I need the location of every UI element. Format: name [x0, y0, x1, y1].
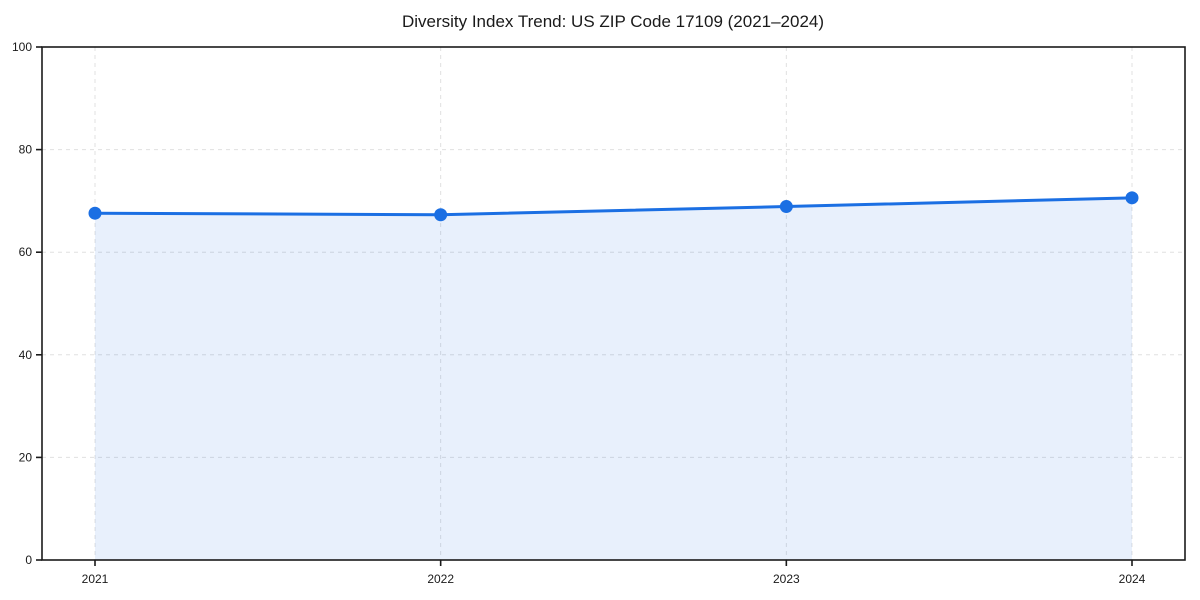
- chart-plot: 0 20 40 60 80 100 2021 2022 2023 2024: [12, 40, 1186, 586]
- x-tick-label-2023: 2023: [773, 572, 800, 586]
- x-tick-label-2021: 2021: [82, 572, 109, 586]
- y-tick-label-60: 60: [19, 245, 33, 259]
- data-point-2024: [1125, 191, 1139, 205]
- y-tick-label-100: 100: [12, 40, 32, 54]
- plot-border: [41, 46, 1186, 561]
- y-tick-label-20: 20: [19, 450, 33, 464]
- data-point-2023: [779, 200, 793, 214]
- x-tick-label-2024: 2024: [1119, 572, 1146, 586]
- y-tick-label-0: 0: [25, 553, 32, 567]
- y-tick-label-40: 40: [19, 348, 33, 362]
- chart-title: Diversity Index Trend: US ZIP Code 17109…: [402, 12, 824, 31]
- trend-line: [93, 196, 1134, 217]
- area-fill: [95, 197, 1132, 560]
- y-tick-label-80: 80: [19, 143, 33, 157]
- data-point-2021: [88, 206, 102, 220]
- data-point-2022: [434, 208, 448, 222]
- x-tick-label-2022: 2022: [427, 572, 454, 586]
